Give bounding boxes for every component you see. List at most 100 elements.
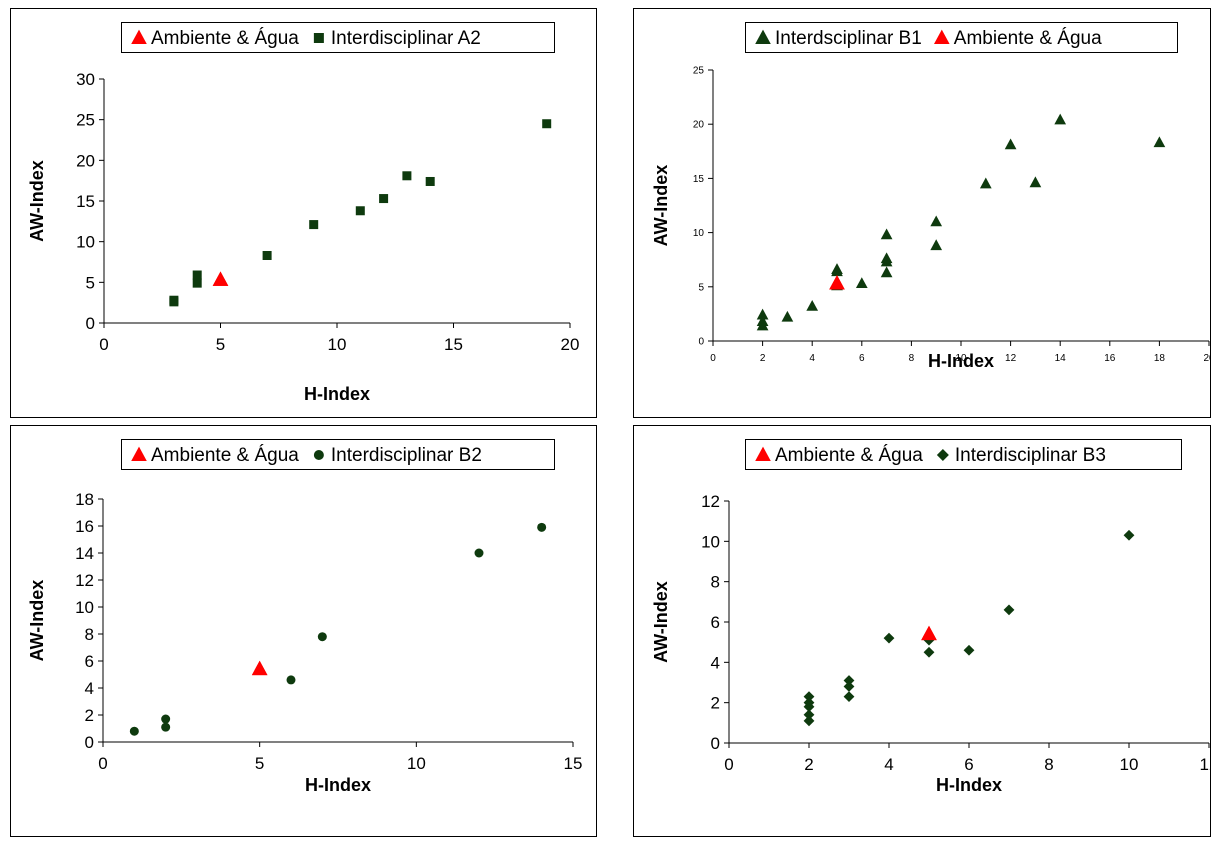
chart1-point xyxy=(1153,136,1166,148)
chart2-y-tick-label: 16 xyxy=(75,517,94,536)
chart0-legend-box xyxy=(121,22,555,53)
chart1-point xyxy=(930,239,943,251)
chart3-series-1 xyxy=(803,529,1135,727)
chart-panel-b1: 0 5 10 15 20 25 0 2 4 6 8 10 12 14 16 18 20 H-Index AW-Ind… xyxy=(633,8,1211,418)
chart1-frame xyxy=(633,8,1211,418)
chart3-point xyxy=(1123,529,1135,541)
chart2-point xyxy=(161,722,171,732)
chart0-frame xyxy=(10,8,597,418)
chart-panel-b2: 0 2 4 6 8 10 12 14 16 18 0 5 10 15 H-Index AW-Index Ambi… xyxy=(10,425,597,837)
chart2-x-tick-label: 5 xyxy=(255,754,264,773)
chart0-legend-label: Interdisciplinar A2 xyxy=(331,28,481,49)
chart3-point xyxy=(803,715,815,727)
chart1-point xyxy=(1054,113,1067,125)
chart0-point xyxy=(425,176,435,186)
chart0-y-tick-label: 30 xyxy=(76,70,95,89)
chart1-y-tick-label: 20 xyxy=(693,120,705,131)
chart2-y-tick-label: 10 xyxy=(75,598,94,617)
chart0-y-tick-label: 10 xyxy=(76,233,95,252)
chart2-point xyxy=(317,632,327,642)
chart0-legend-marker xyxy=(313,33,324,43)
chart1-x-tick-label: 10 xyxy=(955,353,967,364)
chart1-highlight-point xyxy=(829,275,845,290)
chart3-y-tick-label: 2 xyxy=(711,694,720,713)
chart1-x-tick-label: 0 xyxy=(710,353,716,364)
chart3-point xyxy=(843,675,855,686)
chart-b3-svg: 0 2 4 6 8 10 12 0 2 4 6 8 10 12 H-Index AW-Index Ambient… xyxy=(633,425,1211,837)
chart1-y-tick-label: 10 xyxy=(693,228,705,239)
chart2-x-tick-label: 10 xyxy=(407,754,426,773)
chart3-legend-label: Interdisciplinar B3 xyxy=(955,445,1106,466)
chart1-x-tick-label: 4 xyxy=(809,353,815,364)
chart-panel-b3: 0 2 4 6 8 10 12 0 2 4 6 8 10 12 H-Index AW-Index Ambient… xyxy=(633,425,1211,837)
chart1-legend-marker xyxy=(933,29,950,44)
chart1-point xyxy=(880,255,893,267)
chart2-point xyxy=(537,522,547,532)
chart2-y-tick-label: 0 xyxy=(85,733,94,752)
chart2-y-tick-label: 14 xyxy=(75,544,94,563)
chart3-y-tick-label: 0 xyxy=(711,734,720,753)
chart1-y-tick-label: 0 xyxy=(698,337,704,348)
chart3-y-tick-label: 6 xyxy=(711,613,720,632)
chart2-point xyxy=(286,675,296,685)
chart0-legend-marker xyxy=(131,29,147,44)
chart1-x-tick-label: 16 xyxy=(1104,353,1116,364)
chart3-y-tick-label: 12 xyxy=(701,492,720,511)
chart2-point xyxy=(129,726,139,736)
chart3-x-tick-label: 4 xyxy=(884,755,893,774)
chart1-point xyxy=(1004,138,1017,150)
chart3-legend-box xyxy=(745,439,1182,470)
chart2-y-tick-label: 6 xyxy=(85,652,94,671)
chart2-y-tick-label: 2 xyxy=(85,706,94,725)
chart0-point xyxy=(192,278,202,288)
chart0-point xyxy=(402,171,412,181)
chart3-point xyxy=(883,632,895,644)
chart2-legend-label: Ambiente & Água xyxy=(151,445,299,466)
chart1-y-axis-label: AW-Index xyxy=(651,165,671,247)
chart3-x-tick-label: 0 xyxy=(724,755,733,774)
chart0-legend: Ambiente & Água Interdisciplinar A2 xyxy=(121,22,555,53)
chart1-legend-label: Interdsciplinar B1 xyxy=(775,28,922,49)
chart3-legend-label: Ambiente & Água xyxy=(775,445,923,466)
chart2-x-axis-label: H-Index xyxy=(305,775,371,795)
chart3-point xyxy=(923,646,935,658)
chart3-x-axis-label: H-Index xyxy=(936,775,1002,795)
chart1-y-tick-label: 15 xyxy=(693,174,705,185)
chart-b2-svg: 0 2 4 6 8 10 12 14 16 18 0 5 10 15 H-Index AW-Index Ambi… xyxy=(10,425,597,837)
chart0-x-tick-label: 15 xyxy=(444,335,463,354)
chart2-highlight-point xyxy=(251,660,268,676)
chart0-x-tick-label: 10 xyxy=(328,335,347,354)
chart1-point xyxy=(756,319,769,331)
chart3-x-tick-label: 6 xyxy=(964,755,973,774)
chart2-legend-label: Interdisciplinar B2 xyxy=(331,445,482,466)
chart1-x-axis-label: H-Index xyxy=(928,351,994,371)
chart1-x-tick-label: 18 xyxy=(1154,353,1166,364)
chart0-y-tick-label: 25 xyxy=(76,111,95,130)
chart2-x-tick-label: 15 xyxy=(564,754,583,773)
chart2-y-tick-label: 12 xyxy=(75,571,94,590)
chart1-legend-box xyxy=(745,22,1178,53)
chart0-point xyxy=(355,206,365,216)
chart3-y-tick-label: 4 xyxy=(711,653,720,672)
chart2-legend-marker xyxy=(131,446,147,461)
chart1-point xyxy=(756,308,769,320)
chart2-y-tick-label: 8 xyxy=(85,625,94,644)
chart0-point xyxy=(542,119,552,129)
chart1-series-0 xyxy=(756,113,1166,331)
chart1-point xyxy=(880,266,893,278)
chart-panel-a2: 0 5 10 15 20 25 30 0 5 10 15 20 H-Index AW-Index Ambie… xyxy=(10,8,597,418)
chart3-point xyxy=(963,644,975,656)
chart1-x-tick-label: 14 xyxy=(1055,353,1067,364)
chart2-frame xyxy=(10,425,597,837)
chart3-y-tick-label: 8 xyxy=(711,573,720,592)
chart3-x-tick-label: 10 xyxy=(1120,755,1139,774)
chart2-y-tick-label: 18 xyxy=(75,490,94,509)
chart0-point xyxy=(192,270,202,280)
chart0-y-tick-label: 20 xyxy=(76,151,95,170)
chart3-y-tick-label: 10 xyxy=(701,532,720,551)
chart1-x-tick-label: 8 xyxy=(909,353,915,364)
chart2-point xyxy=(161,714,171,724)
chart1-point xyxy=(855,277,868,289)
chart2-legend-marker xyxy=(313,450,324,460)
chart1-y-tick-label: 5 xyxy=(698,282,704,293)
